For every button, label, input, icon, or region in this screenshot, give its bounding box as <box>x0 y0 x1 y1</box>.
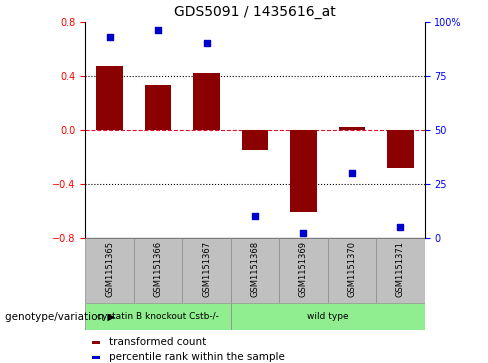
Bar <box>231 238 279 303</box>
Text: GSM1151365: GSM1151365 <box>105 241 114 297</box>
Bar <box>92 355 101 359</box>
Bar <box>85 238 134 303</box>
Bar <box>183 238 231 303</box>
Point <box>300 231 307 236</box>
Bar <box>339 127 365 130</box>
Text: GSM1151370: GSM1151370 <box>347 241 356 297</box>
Bar <box>92 340 101 344</box>
Text: GSM1151367: GSM1151367 <box>202 241 211 297</box>
Point <box>348 170 356 176</box>
Bar <box>290 130 317 212</box>
Text: GSM1151371: GSM1151371 <box>396 241 405 297</box>
Point <box>154 28 162 33</box>
Bar <box>279 238 327 303</box>
Bar <box>242 130 268 150</box>
Point <box>251 213 259 219</box>
Bar <box>134 238 183 303</box>
Bar <box>193 73 220 130</box>
Bar <box>96 66 123 130</box>
Text: GSM1151368: GSM1151368 <box>250 241 260 297</box>
Text: wild type: wild type <box>307 312 348 321</box>
Title: GDS5091 / 1435616_at: GDS5091 / 1435616_at <box>174 5 336 19</box>
Text: GSM1151366: GSM1151366 <box>154 241 163 297</box>
Point <box>396 224 404 230</box>
Bar <box>145 85 171 130</box>
Bar <box>231 303 425 330</box>
Text: cystatin B knockout Cstb-/-: cystatin B knockout Cstb-/- <box>97 312 219 321</box>
Point <box>106 34 114 40</box>
Text: transformed count: transformed count <box>109 337 206 347</box>
Bar <box>327 238 376 303</box>
Text: GSM1151369: GSM1151369 <box>299 241 308 297</box>
Bar <box>376 238 425 303</box>
Text: genotype/variation ▶: genotype/variation ▶ <box>5 312 115 322</box>
Text: percentile rank within the sample: percentile rank within the sample <box>109 352 285 362</box>
Bar <box>387 130 414 168</box>
Bar <box>85 303 231 330</box>
Point <box>203 41 210 46</box>
